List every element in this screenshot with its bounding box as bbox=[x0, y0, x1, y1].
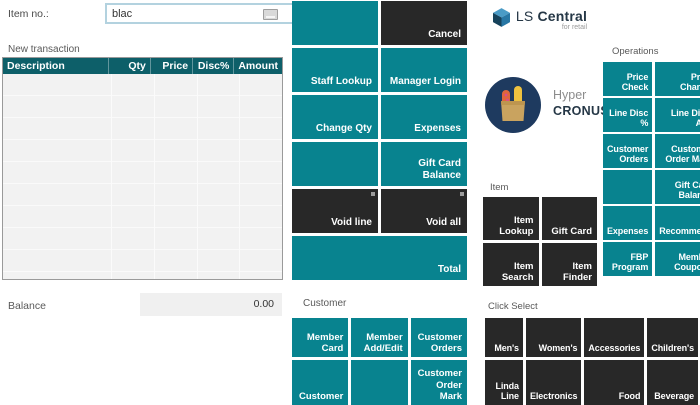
customer-order-mark-button[interactable]: Customer Order Mark bbox=[410, 360, 467, 405]
operations-button-grid: Price Check Price Change Line Disc % Lin… bbox=[603, 62, 700, 276]
void-line-label: Void line bbox=[331, 217, 372, 229]
staff-lookup-button[interactable]: Staff Lookup bbox=[292, 48, 378, 92]
expenses-button[interactable]: Expenses bbox=[603, 206, 653, 240]
ls-central-title-prefix: LS bbox=[515, 8, 538, 24]
transaction-table: Description Qty Price Disc% Amount bbox=[2, 57, 283, 280]
price-check-button[interactable]: Price Check bbox=[603, 62, 653, 96]
store-name-line1: Hyper bbox=[553, 88, 587, 102]
column-divider bbox=[197, 74, 198, 279]
member-card-button[interactable]: Member Card bbox=[292, 318, 349, 357]
void-line-button[interactable]: Void line bbox=[292, 189, 378, 233]
item-section-title: Item bbox=[490, 182, 509, 193]
gift-card-button[interactable]: Gift Card bbox=[541, 197, 597, 240]
line-disc-percent-button[interactable]: Line Disc % bbox=[603, 98, 653, 132]
ls-central-tagline: for retail bbox=[561, 24, 588, 31]
item-finder-button[interactable]: Item Finder bbox=[541, 243, 597, 286]
column-divider bbox=[111, 74, 112, 279]
blank-button[interactable] bbox=[603, 170, 653, 204]
column-divider bbox=[239, 74, 240, 279]
blank-button[interactable] bbox=[292, 1, 378, 45]
member-coupons-button[interactable]: Member Coupons bbox=[655, 242, 700, 276]
cronus-store-logo-icon bbox=[485, 77, 541, 133]
manager-login-button[interactable]: Manager Login bbox=[381, 48, 467, 92]
customer-button[interactable]: Customer bbox=[292, 360, 349, 405]
customer-section-title: Customer bbox=[303, 298, 347, 309]
expenses-button[interactable]: Expenses bbox=[381, 95, 467, 139]
click-select-button-grid: Men's Women's Accessories Children's Lin… bbox=[485, 318, 698, 405]
column-header-disc: Disc% bbox=[193, 58, 235, 74]
beverage-button[interactable]: Beverage bbox=[647, 360, 698, 405]
cronus-store-name: Hyper CRONUS bbox=[553, 88, 609, 119]
price-change-button[interactable]: Price Change bbox=[655, 62, 700, 96]
void-all-marker-icon bbox=[460, 192, 464, 196]
customer-orders-button[interactable]: Customer Orders bbox=[410, 318, 467, 357]
column-header-price: Price bbox=[151, 58, 194, 74]
womens-button[interactable]: Women's bbox=[525, 318, 582, 357]
item-button-grid: Item Lookup Gift Card Item Search Item F… bbox=[483, 197, 597, 286]
item-lookup-button[interactable]: Item Lookup bbox=[483, 197, 539, 240]
ls-central-title-bold: Central bbox=[537, 8, 588, 24]
ls-central-cube-icon bbox=[492, 8, 510, 27]
line-disc-amount-button[interactable]: Line Disc. Am. bbox=[655, 98, 700, 132]
accessories-button[interactable]: Accessories bbox=[584, 318, 645, 357]
customer-order-mark-button[interactable]: Customer Order Mark bbox=[655, 134, 700, 168]
item-search-button[interactable]: Item Search bbox=[483, 243, 539, 286]
gift-card-balance-button[interactable]: Gift Card Balance bbox=[381, 142, 467, 186]
void-all-label: Void all bbox=[426, 217, 461, 229]
ls-central-title: LS Central bbox=[516, 8, 587, 24]
blank-button[interactable] bbox=[292, 142, 378, 186]
cancel-button[interactable]: Cancel bbox=[381, 1, 467, 45]
member-add-edit-button[interactable]: Member Add/Edit bbox=[351, 318, 408, 357]
transaction-table-header: Description Qty Price Disc% Amount bbox=[3, 58, 282, 74]
column-header-description: Description bbox=[3, 58, 109, 74]
operations-section-title: Operations bbox=[612, 46, 659, 57]
change-qty-button[interactable]: Change Qty bbox=[292, 95, 378, 139]
electronics-button[interactable]: Electronics bbox=[525, 360, 582, 405]
fbp-program-button[interactable]: FBP Program bbox=[603, 242, 653, 276]
ls-recommend-button[interactable]: LS Recommend bbox=[655, 206, 700, 240]
total-button[interactable]: Total bbox=[292, 236, 467, 280]
mens-button[interactable]: Men's bbox=[485, 318, 523, 357]
customer-orders-button[interactable]: Customer Orders bbox=[603, 134, 653, 168]
keyboard-icon[interactable] bbox=[263, 9, 278, 20]
void-all-button[interactable]: Void all bbox=[381, 189, 467, 233]
void-line-marker-icon bbox=[371, 192, 375, 196]
gift-card-balance-button[interactable]: Gift Card Balance bbox=[655, 170, 700, 204]
item-no-input[interactable] bbox=[105, 3, 300, 24]
childrens-button[interactable]: Children's bbox=[647, 318, 698, 357]
store-name-line2: CRONUS bbox=[553, 103, 609, 118]
item-no-label: Item no.: bbox=[8, 8, 49, 20]
click-select-section-title: Click Select bbox=[488, 301, 538, 312]
transaction-table-body bbox=[3, 74, 282, 279]
ls-central-logo: LS Central for retail bbox=[484, 8, 596, 31]
balance-value: 0.00 bbox=[140, 293, 282, 316]
pos-function-grid: Cancel Staff Lookup Manager Login Change… bbox=[292, 1, 467, 280]
food-button[interactable]: Food bbox=[584, 360, 645, 405]
column-header-qty: Qty bbox=[109, 58, 151, 74]
balance-label: Balance bbox=[8, 300, 46, 312]
new-transaction-label: New transaction bbox=[8, 44, 80, 55]
ls-central-logo-text: LS Central for retail bbox=[516, 8, 587, 31]
linda-line-button[interactable]: Linda Line bbox=[485, 360, 523, 405]
blank-button[interactable] bbox=[351, 360, 408, 405]
column-divider bbox=[154, 74, 155, 279]
customer-button-grid: Member Card Member Add/Edit Customer Ord… bbox=[292, 318, 467, 405]
column-header-amount: Amount bbox=[238, 60, 278, 72]
